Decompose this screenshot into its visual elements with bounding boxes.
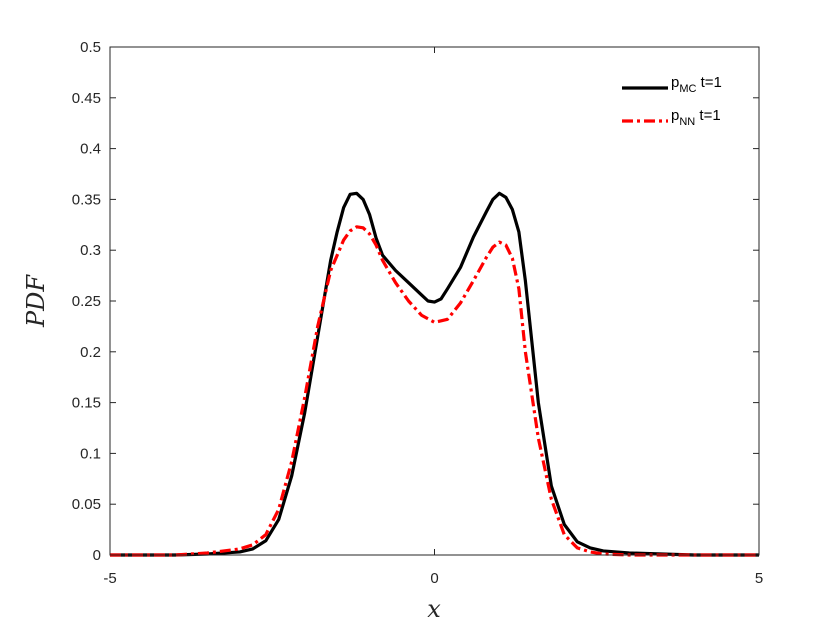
legend-label-nn: pNN t=1 [671, 107, 721, 128]
y-tick-label: 0.5 [80, 39, 101, 56]
series-line-nn [110, 225, 759, 557]
y-axis-title: PDF [22, 274, 50, 328]
y-tick-label: 0 [93, 547, 101, 564]
y-tick-label: 0.05 [72, 496, 101, 513]
x-tick-label: -5 [103, 570, 116, 587]
x-tick-label: 5 [755, 570, 763, 587]
y-tick-label: 0.45 [72, 90, 101, 107]
y-tick-label: 0.1 [80, 445, 101, 462]
y-tick-label: 0.25 [72, 293, 101, 310]
legend: pMC t=1 pNN t=1 [622, 74, 722, 128]
y-tick-label: 0.15 [72, 395, 101, 412]
y-tick-label: 0.3 [80, 242, 101, 259]
series-line-mc [110, 191, 759, 557]
legend-label-mc: pMC t=1 [671, 74, 722, 95]
series-layer [110, 191, 759, 557]
y-tick-label: 0.2 [80, 344, 101, 361]
y-tick-label: 0.4 [80, 141, 101, 158]
x-tick-label: 0 [430, 570, 438, 587]
y-tick-label: 0.35 [72, 191, 101, 208]
x-axis-title: x [427, 595, 441, 623]
tick-layer: 00.050.10.150.20.250.30.350.40.450.5-5 0 5 [72, 39, 763, 587]
